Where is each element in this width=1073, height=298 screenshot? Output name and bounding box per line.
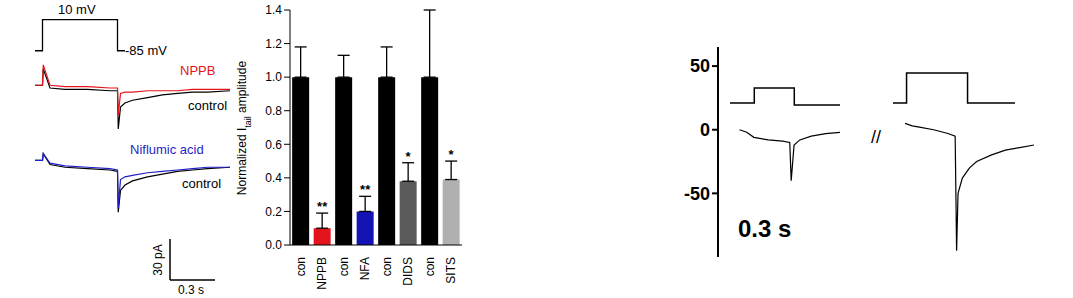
- svg-text:NFA: NFA: [358, 257, 372, 280]
- svg-text:Normalized Itail amplitude: Normalized Itail amplitude: [235, 61, 253, 196]
- svg-text:30 pA: 30 pA: [151, 244, 165, 275]
- html-text:-85 mV: -85 mV: [125, 43, 167, 58]
- svg-text:1.2: 1.2: [265, 37, 282, 51]
- svg-text:1.4: 1.4: [265, 3, 282, 17]
- svg-text:**: **: [360, 182, 371, 197]
- html-text:10 mV: 10 mV: [58, 2, 96, 17]
- svg-text:con: con: [423, 257, 437, 276]
- svg-text:0.6: 0.6: [265, 138, 282, 152]
- svg-text:0.2: 0.2: [265, 205, 282, 219]
- svg-text:1.0: 1.0: [265, 70, 282, 84]
- svg-text:50: 50: [690, 56, 710, 76]
- html-text:control: control: [182, 176, 221, 191]
- svg-text:0.0: 0.0: [265, 238, 282, 252]
- html-text:0.3 s: 0.3 s: [178, 283, 204, 297]
- html-text:Niflumic acid: Niflumic acid: [130, 142, 204, 157]
- svg-text:con: con: [337, 257, 351, 276]
- svg-text:*: *: [406, 149, 412, 164]
- svg-text:0.8: 0.8: [265, 104, 282, 118]
- svg-text:DIDS: DIDS: [401, 257, 415, 286]
- svg-text:SITS: SITS: [444, 257, 458, 284]
- svg-text:NPPB: NPPB: [315, 257, 329, 290]
- svg-text:*: *: [449, 147, 455, 162]
- svg-text:0: 0: [700, 120, 710, 140]
- svg-text:con: con: [294, 257, 308, 276]
- svg-text:0.4: 0.4: [265, 171, 282, 185]
- html-text:0.3 s: 0.3 s: [738, 215, 792, 242]
- svg-text:**: **: [317, 199, 328, 214]
- html-text:NPPB: NPPB: [180, 63, 216, 78]
- svg-text:-50: -50: [684, 184, 710, 204]
- html-text:control: control: [188, 98, 227, 113]
- svg-text:con: con: [380, 257, 394, 276]
